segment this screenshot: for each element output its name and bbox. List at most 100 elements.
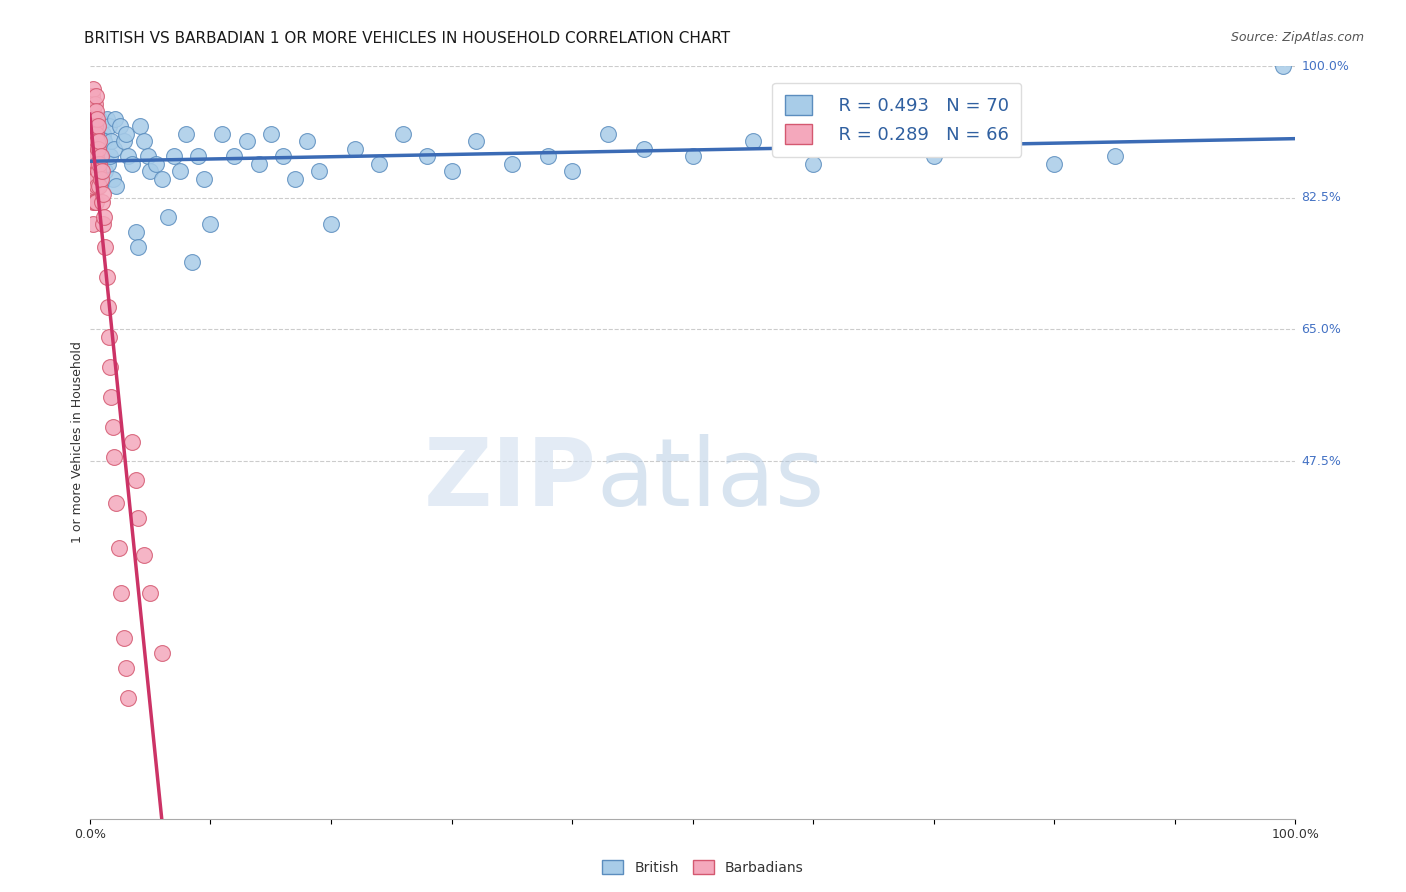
Point xyxy=(91,127,114,141)
Point xyxy=(83,120,105,134)
Point xyxy=(97,157,120,171)
Point xyxy=(82,149,104,163)
Text: atlas: atlas xyxy=(596,434,824,526)
Point xyxy=(284,172,307,186)
Point xyxy=(86,134,108,148)
Legend:   R = 0.493   N = 70,   R = 0.289   N = 66: R = 0.493 N = 70, R = 0.289 N = 66 xyxy=(772,83,1021,157)
Point xyxy=(82,89,104,103)
Text: BRITISH VS BARBADIAN 1 OR MORE VEHICLES IN HOUSEHOLD CORRELATION CHART: BRITISH VS BARBADIAN 1 OR MORE VEHICLES … xyxy=(84,31,731,46)
Point xyxy=(84,134,107,148)
Point xyxy=(104,112,127,126)
Point xyxy=(90,164,112,178)
Point xyxy=(1043,157,1066,171)
Point xyxy=(136,149,159,163)
Point xyxy=(90,194,112,209)
Point xyxy=(150,646,173,660)
Point xyxy=(561,164,583,178)
Point xyxy=(121,157,143,171)
Point xyxy=(115,127,138,141)
Point xyxy=(132,134,155,148)
Point xyxy=(80,149,103,163)
Point xyxy=(82,104,104,119)
Point xyxy=(82,127,104,141)
Point xyxy=(107,541,129,555)
Point xyxy=(742,134,765,148)
Point xyxy=(89,112,111,126)
Point xyxy=(100,134,122,148)
Point xyxy=(501,157,523,171)
Point xyxy=(82,217,104,231)
Point xyxy=(87,142,110,156)
Point xyxy=(368,157,391,171)
Point xyxy=(124,473,146,487)
Point xyxy=(187,149,209,163)
Point xyxy=(633,142,655,156)
Text: ZIP: ZIP xyxy=(423,434,596,526)
Point xyxy=(145,157,167,171)
Point xyxy=(157,210,180,224)
Point xyxy=(84,172,107,186)
Point xyxy=(82,157,104,171)
Point xyxy=(89,134,111,148)
Point xyxy=(801,157,824,171)
Point xyxy=(922,149,945,163)
Point xyxy=(163,149,186,163)
Point xyxy=(82,172,104,186)
Point xyxy=(84,104,107,119)
Point xyxy=(80,120,103,134)
Point xyxy=(235,134,257,148)
Point xyxy=(344,142,367,156)
Point xyxy=(169,164,191,178)
Point xyxy=(682,149,704,163)
Point xyxy=(110,586,132,600)
Point xyxy=(105,179,128,194)
Point xyxy=(97,300,120,314)
Point xyxy=(83,96,105,111)
Point xyxy=(90,149,112,163)
Point xyxy=(98,149,121,163)
Point xyxy=(87,120,110,134)
Point xyxy=(127,510,149,524)
Point xyxy=(416,149,439,163)
Point xyxy=(86,112,108,126)
Point xyxy=(82,104,104,119)
Point xyxy=(537,149,560,163)
Point xyxy=(1104,149,1126,163)
Point xyxy=(295,134,318,148)
Text: 65.0%: 65.0% xyxy=(1302,323,1341,336)
Point xyxy=(174,127,197,141)
Point xyxy=(132,548,155,562)
Point xyxy=(181,254,204,268)
Point xyxy=(117,691,139,706)
Point xyxy=(86,157,108,171)
Point xyxy=(98,360,121,375)
Point xyxy=(105,495,128,509)
Point xyxy=(127,240,149,254)
Point xyxy=(86,127,108,141)
Point xyxy=(82,194,104,209)
Point xyxy=(91,187,114,202)
Point xyxy=(82,179,104,194)
Point xyxy=(94,164,117,178)
Point xyxy=(96,269,118,284)
Text: 100.0%: 100.0% xyxy=(1302,60,1350,72)
Point xyxy=(82,120,104,134)
Point xyxy=(200,217,222,231)
Point xyxy=(121,435,143,450)
Text: 47.5%: 47.5% xyxy=(1302,455,1341,467)
Point xyxy=(82,142,104,156)
Point xyxy=(103,450,125,465)
Point xyxy=(101,172,124,186)
Point xyxy=(83,149,105,163)
Point xyxy=(100,390,122,404)
Text: Source: ZipAtlas.com: Source: ZipAtlas.com xyxy=(1230,31,1364,45)
Point xyxy=(98,120,121,134)
Point xyxy=(247,157,270,171)
Point xyxy=(84,89,107,103)
Point xyxy=(193,172,215,186)
Point xyxy=(82,81,104,95)
Point xyxy=(129,120,152,134)
Point xyxy=(124,225,146,239)
Point xyxy=(86,179,108,194)
Point xyxy=(82,142,104,156)
